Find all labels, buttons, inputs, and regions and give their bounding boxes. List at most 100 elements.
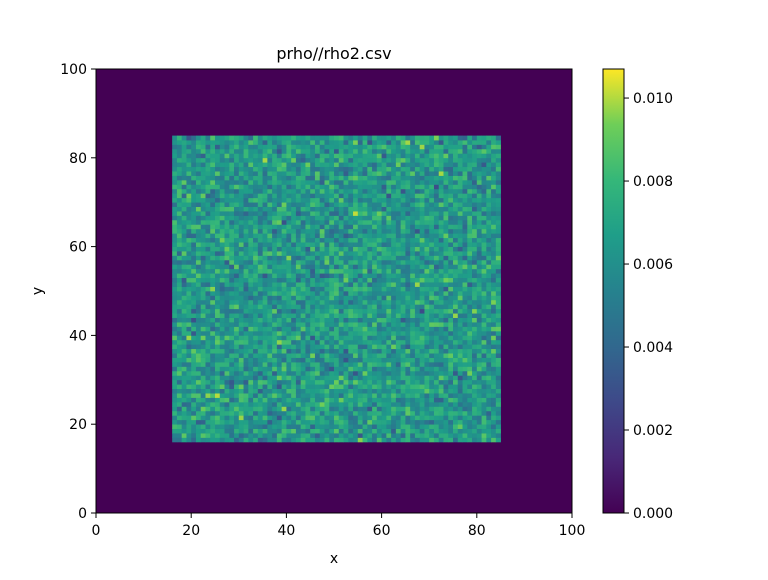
heatmap-cell bbox=[272, 291, 278, 296]
heatmap-cell bbox=[334, 406, 340, 412]
heatmap-cell bbox=[186, 206, 192, 212]
heatmap-cell bbox=[238, 353, 244, 358]
heatmap-cell bbox=[195, 277, 202, 283]
heatmap-cell bbox=[210, 308, 216, 314]
heatmap-cell bbox=[462, 224, 468, 230]
heatmap-cell bbox=[491, 339, 497, 345]
heatmap-cell bbox=[286, 184, 292, 190]
heatmap-cell bbox=[419, 402, 425, 407]
heatmap-cell bbox=[381, 406, 387, 412]
heatmap-cell bbox=[224, 428, 230, 434]
heatmap-cell bbox=[467, 237, 473, 243]
heatmap-cell bbox=[353, 282, 359, 287]
heatmap-cell bbox=[191, 233, 197, 239]
heatmap-cell bbox=[276, 215, 282, 221]
heatmap-cell bbox=[295, 273, 302, 279]
heatmap-cell bbox=[348, 370, 354, 376]
heatmap-cell bbox=[314, 233, 321, 239]
heatmap-cell bbox=[248, 162, 254, 168]
heatmap-cell bbox=[438, 317, 444, 323]
heatmap-cell bbox=[248, 259, 254, 265]
heatmap-cell bbox=[410, 264, 416, 270]
heatmap-cell bbox=[362, 255, 368, 261]
heatmap-cell bbox=[329, 246, 335, 252]
heatmap-cell bbox=[329, 233, 335, 239]
heatmap-cell bbox=[200, 322, 206, 327]
heatmap-cell bbox=[319, 397, 325, 403]
heatmap-cell bbox=[462, 242, 468, 247]
heatmap-cell bbox=[334, 313, 340, 318]
heatmap-cell bbox=[224, 393, 230, 398]
heatmap-cell bbox=[172, 255, 178, 261]
heatmap-cell bbox=[281, 424, 287, 429]
heatmap-cell bbox=[367, 348, 373, 354]
heatmap-cell bbox=[310, 259, 316, 265]
heatmap-cell bbox=[462, 175, 468, 181]
heatmap-cell bbox=[176, 184, 183, 190]
heatmap-cell bbox=[381, 180, 387, 185]
heatmap-cell bbox=[410, 308, 416, 314]
heatmap-cell bbox=[438, 357, 444, 363]
heatmap-cell bbox=[367, 251, 373, 256]
heatmap-cell bbox=[400, 393, 406, 398]
heatmap-cell bbox=[495, 140, 501, 145]
heatmap-cell bbox=[495, 428, 501, 434]
heatmap-cell bbox=[391, 175, 397, 181]
heatmap-cell bbox=[295, 219, 302, 225]
heatmap-cell bbox=[172, 357, 178, 363]
heatmap-cell bbox=[429, 370, 435, 376]
heatmap-cell bbox=[338, 402, 344, 407]
heatmap-cell bbox=[229, 153, 235, 159]
heatmap-cell bbox=[329, 299, 335, 305]
heatmap-cell bbox=[291, 277, 297, 283]
heatmap-cell bbox=[305, 348, 311, 354]
heatmap-cell bbox=[481, 366, 487, 372]
heatmap-cell bbox=[329, 291, 335, 296]
plot-frame bbox=[95, 68, 573, 514]
heatmap-cell bbox=[367, 375, 373, 381]
heatmap-cell bbox=[486, 264, 492, 270]
heatmap-cell bbox=[424, 140, 430, 145]
heatmap-cell bbox=[295, 188, 302, 194]
heatmap-cell bbox=[353, 153, 359, 159]
heatmap-cell bbox=[405, 148, 411, 154]
heatmap-cell bbox=[424, 273, 430, 279]
heatmap-cell bbox=[400, 153, 406, 159]
heatmap-cell bbox=[243, 273, 249, 279]
heatmap-cell bbox=[224, 264, 230, 270]
heatmap-cell bbox=[367, 228, 373, 234]
heatmap-cell bbox=[219, 397, 225, 403]
heatmap-cell bbox=[391, 237, 397, 243]
heatmap-cell bbox=[443, 140, 449, 145]
heatmap-cell bbox=[457, 282, 463, 287]
heatmap-cell bbox=[181, 211, 187, 216]
heatmap-cell bbox=[438, 330, 444, 336]
heatmap-cell bbox=[243, 437, 249, 443]
heatmap-cell bbox=[229, 144, 235, 150]
heatmap-cell bbox=[234, 330, 240, 336]
heatmap-cell bbox=[372, 273, 378, 279]
heatmap-cell bbox=[467, 437, 473, 443]
heatmap-cell bbox=[267, 153, 273, 159]
heatmap-cell bbox=[486, 415, 492, 421]
heatmap-cell bbox=[348, 362, 354, 367]
heatmap-cell bbox=[310, 299, 316, 305]
heatmap-cell bbox=[400, 313, 406, 318]
heatmap-cell bbox=[362, 326, 368, 332]
heatmap-cell bbox=[305, 153, 311, 159]
heatmap-cell bbox=[338, 246, 344, 252]
heatmap-cell bbox=[419, 273, 425, 279]
heatmap-cell bbox=[438, 375, 444, 381]
heatmap-cell bbox=[186, 402, 192, 407]
heatmap-cell bbox=[295, 237, 302, 243]
heatmap-cell bbox=[248, 193, 254, 199]
heatmap-cell bbox=[372, 335, 378, 341]
heatmap-cell bbox=[419, 366, 425, 372]
heatmap-cell bbox=[215, 362, 221, 367]
heatmap-cell bbox=[267, 406, 273, 412]
heatmap-cell bbox=[343, 277, 349, 283]
heatmap-cell bbox=[324, 388, 330, 394]
heatmap-cell bbox=[457, 375, 463, 381]
heatmap-cell bbox=[334, 344, 340, 350]
heatmap-cell bbox=[372, 419, 378, 425]
